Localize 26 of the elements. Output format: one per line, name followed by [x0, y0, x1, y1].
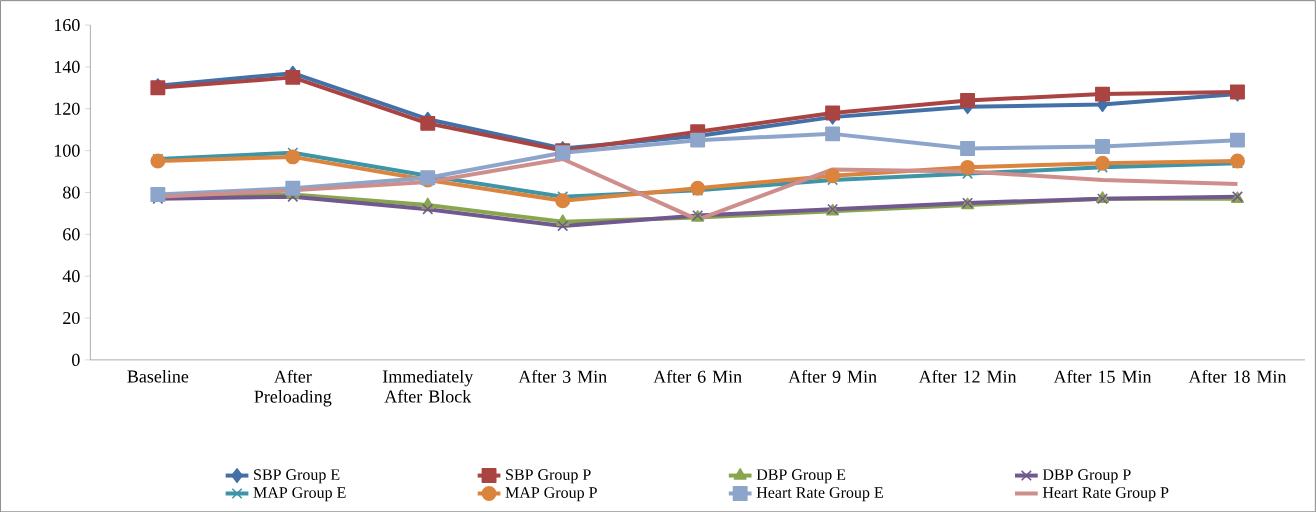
x-tick-label: After Preloading: [254, 369, 332, 407]
y-tick-label: 40: [62, 269, 80, 283]
y-tick-label: 100: [54, 144, 80, 157]
legend-label: Heart Rate Group E: [756, 487, 883, 502]
legend-label: Heart Rate Group P: [1042, 487, 1169, 502]
x-tick-label: After 15 Min: [1053, 369, 1152, 383]
y-tick-label: 140: [54, 60, 80, 73]
legend-label: SBP Group P: [506, 469, 591, 484]
y-tick-label: 160: [54, 18, 80, 31]
legend-label: DBP Group E: [756, 469, 846, 484]
x-tick-label: After 12 Min: [918, 369, 1017, 383]
y-tick-label: 120: [54, 102, 80, 115]
y-tick-label: 60: [63, 228, 80, 241]
x-tick-label: After 18 Min: [1188, 369, 1287, 383]
x-tick-label: Immediately After Block: [382, 369, 474, 403]
y-tick-label: 0: [72, 353, 80, 366]
y-tick-label: 20: [63, 311, 80, 324]
x-tick-label: After 3 Min: [518, 369, 607, 383]
legend-label: SBP Group E: [254, 469, 340, 484]
legend-label: MAP Group E: [253, 487, 346, 502]
x-tick-label: After 9 Min: [788, 369, 877, 383]
x-tick-label: After 6 Min: [653, 369, 742, 383]
legend-label: DBP Group P: [1042, 469, 1131, 484]
legend-label: MAP Group P: [505, 487, 597, 502]
y-tick-label: 80: [63, 186, 80, 199]
x-tick-label: Baseline: [127, 369, 189, 383]
